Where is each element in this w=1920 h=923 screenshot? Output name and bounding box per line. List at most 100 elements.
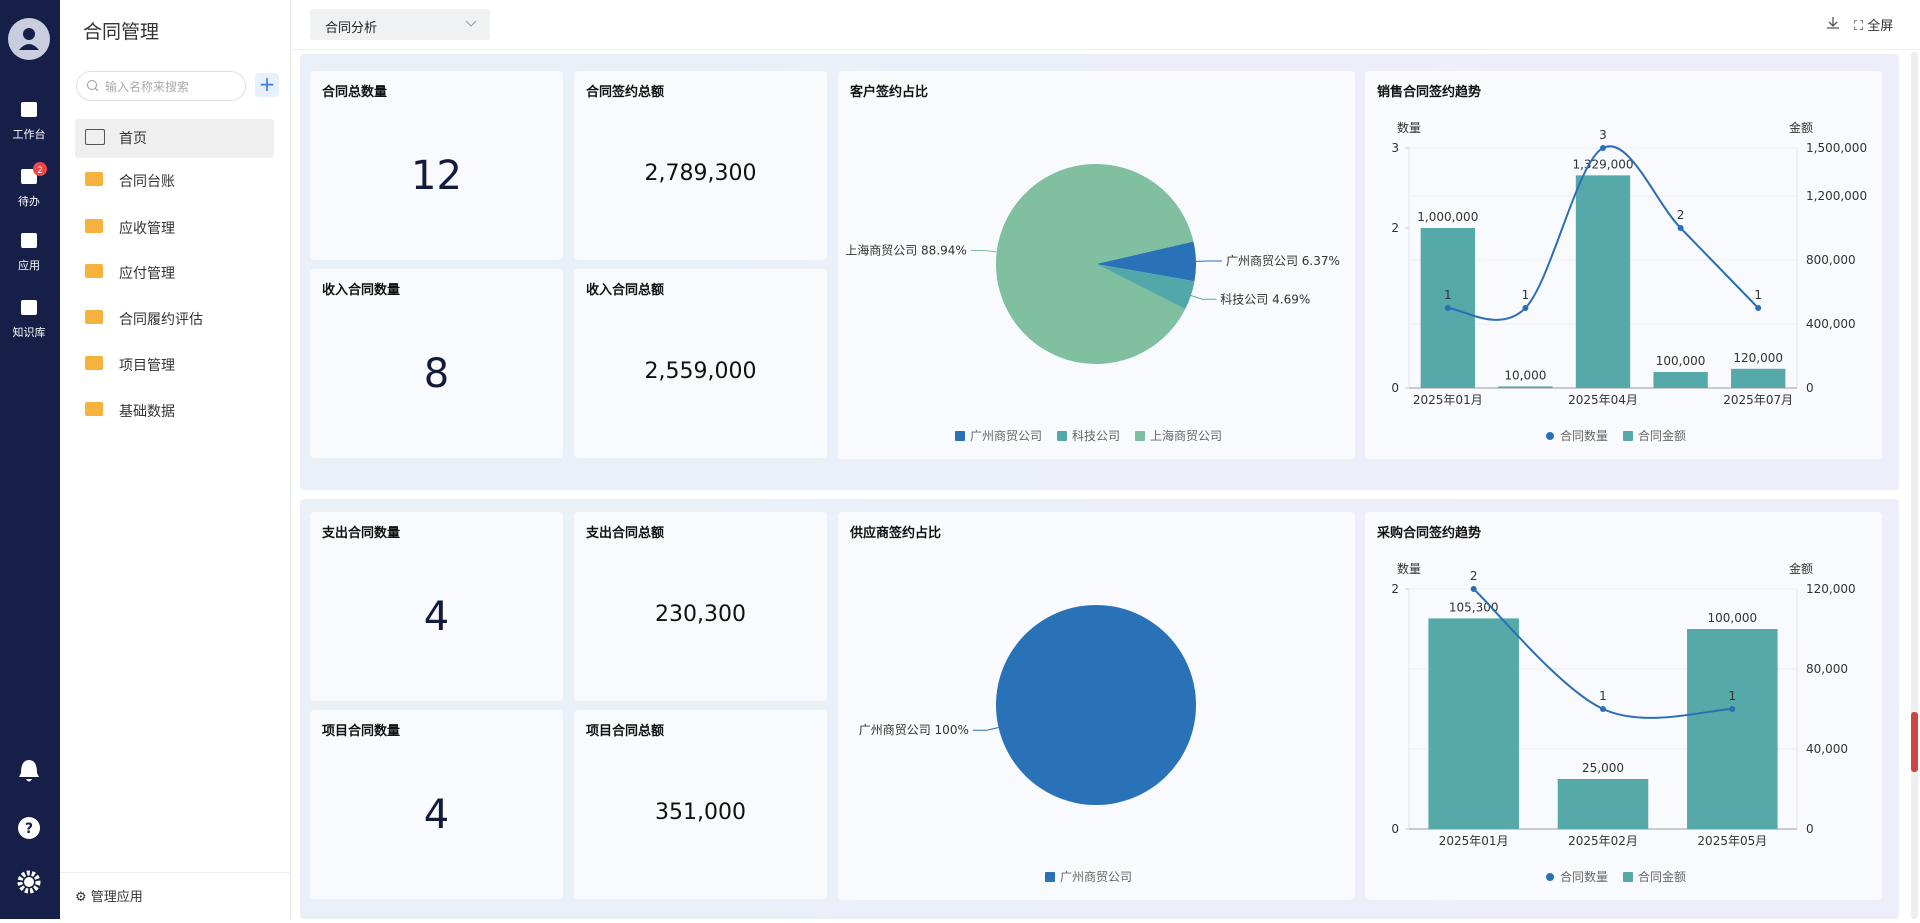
legend-symbol <box>1623 872 1633 882</box>
nav-footer-label: 管理应用 <box>91 890 143 905</box>
search-placeholder: 输入名称来搜索 <box>105 78 189 95</box>
nav-title: 合同管理 <box>83 17 159 44</box>
pie-label-value: 4.69% <box>1272 292 1310 306</box>
line-point <box>1678 225 1684 231</box>
search-box[interactable]: 输入名称来搜索 <box>76 71 246 101</box>
pie-label: 广州商贸公司 100% <box>859 722 969 737</box>
pie-label-name: 科技公司 <box>1220 292 1268 306</box>
pie-label-name: 上海商贸公司 <box>845 243 917 258</box>
line-point <box>1522 305 1528 311</box>
y-tick-label: 3 <box>1391 141 1399 155</box>
nav-footer-line <box>60 872 290 873</box>
side-icon <box>21 102 37 117</box>
nav-icon <box>85 219 103 233</box>
help-mark: ? <box>25 821 33 837</box>
nav-item[interactable]: 合同台账 <box>85 170 275 190</box>
x-tick-label: 2025年05月 <box>1697 834 1767 848</box>
nav-item[interactable]: 项目管理 <box>85 354 275 374</box>
y2-tick-label: 400,000 <box>1806 317 1856 331</box>
scroll-thumb[interactable] <box>1911 712 1918 772</box>
add-button[interactable]: + <box>255 73 279 97</box>
axis-title: 金额 <box>1789 120 1813 135</box>
nav-label: 首页 <box>119 128 147 148</box>
nav-icon <box>85 402 103 416</box>
point-label: 1 <box>1522 288 1530 302</box>
side-icon <box>21 300 37 315</box>
side-label: 知识库 <box>13 325 46 339</box>
nav-item[interactable]: 应付管理 <box>85 262 275 282</box>
line-point <box>1471 586 1477 592</box>
download-icon[interactable] <box>1826 16 1840 30</box>
nav-footer[interactable]: ⚙ 管理应用 <box>75 886 143 905</box>
line-point <box>1445 305 1451 311</box>
nav-panel: 合同管理 输入名称来搜索 + 首页合同台账应收管理应付管理合同履约评估项目管理基… <box>60 0 291 919</box>
bar <box>1558 779 1649 829</box>
dropdown-label: 合同分析 <box>325 17 377 36</box>
y-tick-label: 2 <box>1391 221 1399 235</box>
legend-symbol <box>1546 873 1554 881</box>
avatar-head <box>23 28 35 40</box>
side-label: 待办 <box>18 194 40 208</box>
bar-label: 25,000 <box>1582 761 1624 775</box>
stat-value: 4 <box>310 594 563 640</box>
pie-label: 广州商贸公司 6.37% <box>1226 253 1340 268</box>
x-tick-label: 2025年07月 <box>1723 393 1793 407</box>
bar <box>1498 386 1552 388</box>
point-label: 1 <box>1754 288 1762 302</box>
pie-label: 上海商贸公司 88.94% <box>845 243 967 258</box>
badge-count: 2 <box>37 166 43 176</box>
stat-title: 支出合同数量 <box>322 522 400 541</box>
legend-label: 广州商贸公司 <box>1060 869 1132 884</box>
pie-label: 科技公司 4.69% <box>1220 292 1310 306</box>
axis-title: 数量 <box>1397 561 1421 576</box>
legend-label: 合同金额 <box>1638 869 1686 884</box>
line-point <box>1600 145 1606 151</box>
y2-tick-label: 40,000 <box>1806 742 1848 756</box>
point-label: 1 <box>1599 689 1607 703</box>
toolbar: 合同分析 ⛶ 全屏 <box>290 0 1920 50</box>
fullscreen-label: 全屏 <box>1867 19 1893 34</box>
nav-item[interactable]: 基础数据 <box>85 400 275 420</box>
nav-item[interactable]: 首页 <box>85 127 275 147</box>
nav-item[interactable]: 应收管理 <box>85 217 275 237</box>
nav-item[interactable]: 合同履约评估 <box>85 308 275 328</box>
pie-slice <box>996 605 1196 805</box>
bar-label: 1,000,000 <box>1417 210 1478 224</box>
legend-symbol <box>1057 431 1067 441</box>
chart: 广州商贸公司 6.37% 科技公司 4.69% 上海商贸公司 88.94% 广州商贸公… <box>838 71 1355 459</box>
fullscreen[interactable]: ⛶ 全屏 <box>1854 15 1893 34</box>
point-label: 3 <box>1599 128 1607 142</box>
side-icon <box>21 233 37 248</box>
x-tick-label: 2025年02月 <box>1568 834 1638 848</box>
stat-title: 合同总数量 <box>322 81 387 100</box>
axis-title: 金额 <box>1789 561 1813 576</box>
legend-symbol <box>955 431 965 441</box>
stat-value: 12 <box>310 153 563 199</box>
bar-label: 120,000 <box>1733 351 1783 365</box>
dropdown[interactable]: 合同分析 <box>310 9 490 40</box>
bar-label: 100,000 <box>1656 354 1706 368</box>
bell-icon[interactable] <box>19 760 39 782</box>
stat-value: 230,300 <box>574 602 827 627</box>
legend-symbol <box>1623 431 1633 441</box>
nav-icon <box>85 172 103 186</box>
bar <box>1731 369 1785 388</box>
pie-label-value: 6.37% <box>1302 254 1340 268</box>
bar <box>1576 175 1630 388</box>
stat-value: 8 <box>310 351 563 397</box>
nav-label: 应付管理 <box>119 263 175 283</box>
bar-label: 1,329,000 <box>1572 157 1633 171</box>
bar-label: 100,000 <box>1708 611 1758 625</box>
pie-label-name: 广州商贸公司 <box>1226 253 1298 268</box>
axis-title: 数量 <box>1397 120 1421 135</box>
label-line <box>973 727 999 730</box>
legend-label: 科技公司 <box>1072 429 1120 443</box>
